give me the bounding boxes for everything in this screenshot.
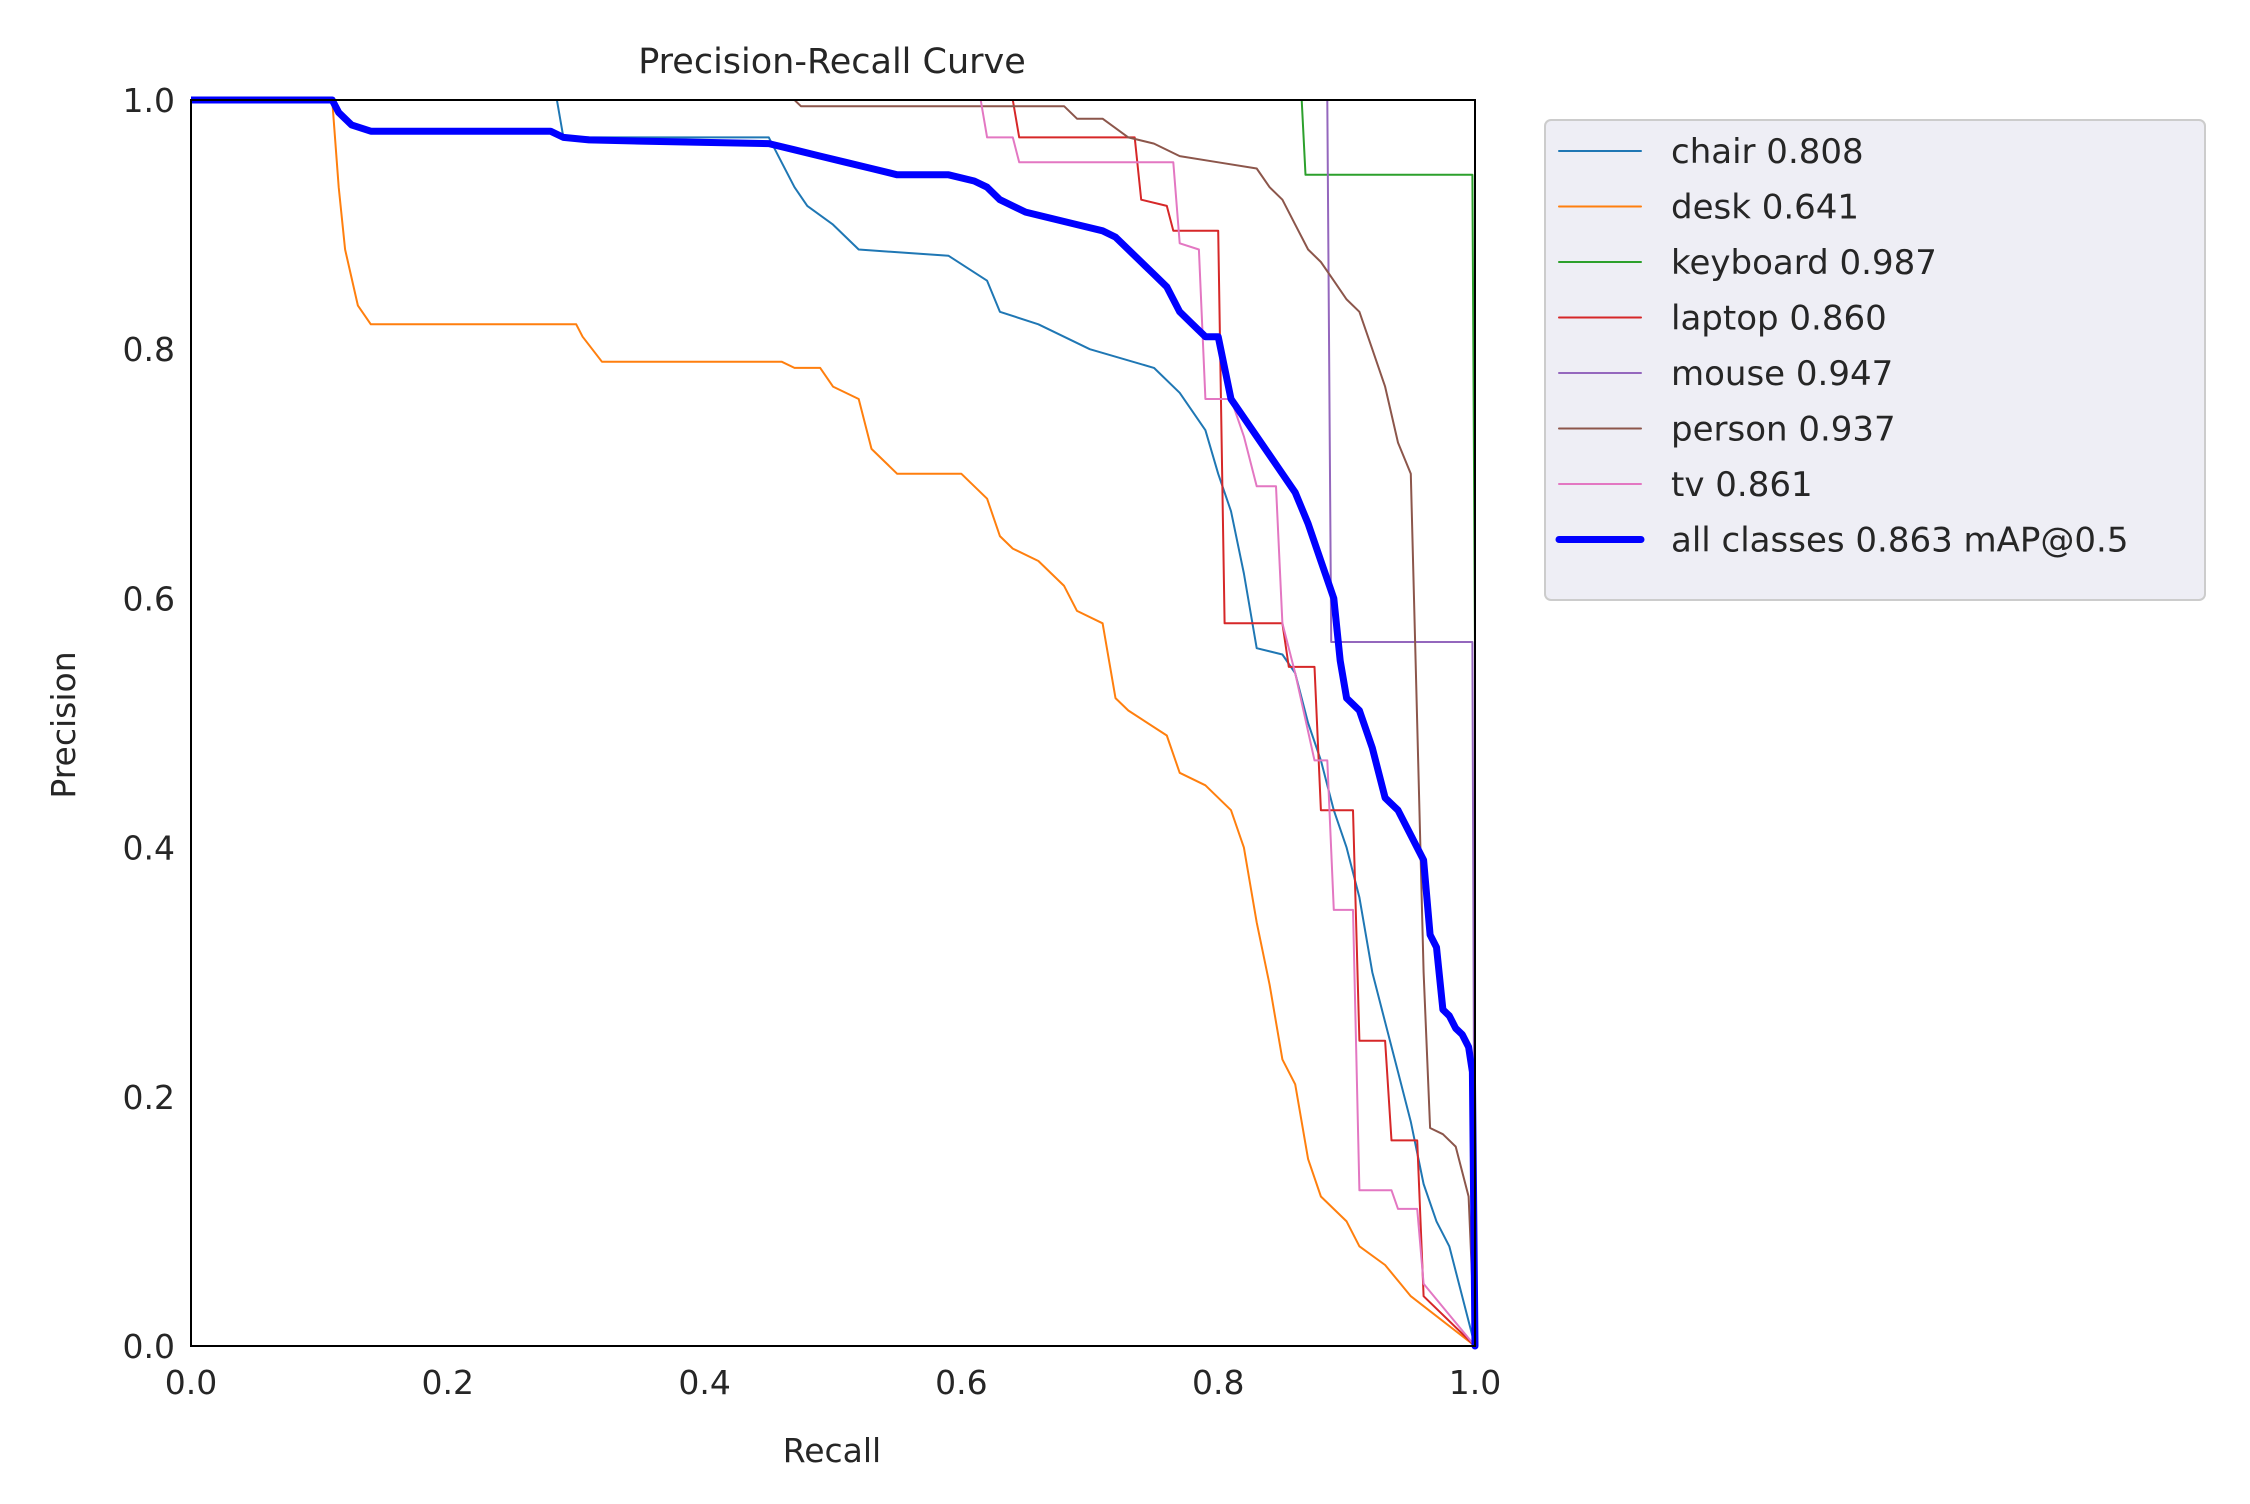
y-axis-label: Precision — [44, 651, 83, 798]
legend-label: chair 0.808 — [1671, 132, 1864, 172]
series-line-mouse — [191, 99, 1476, 1347]
series-lines — [191, 96, 1479, 1350]
plot-area — [191, 96, 1479, 1350]
series-line-chair — [191, 99, 1476, 1347]
series-line-desk — [191, 99, 1476, 1347]
y-tick-label: 0.0 — [123, 1327, 175, 1366]
y-tick-label: 0.2 — [123, 1078, 175, 1117]
legend-label: tv 0.861 — [1671, 465, 1813, 505]
series-line-laptop — [191, 99, 1476, 1347]
legend-label: mouse 0.947 — [1671, 354, 1893, 394]
legend: chair 0.808 desk 0.641 keyboard 0.987 lapto… — [1544, 119, 2206, 601]
x-tick-label: 0.2 — [422, 1363, 474, 1402]
x-axis-label: Recall — [783, 1431, 881, 1470]
legend-label: all classes 0.863 mAP@0.5 — [1671, 521, 2128, 561]
x-tick-label: 0.6 — [935, 1363, 987, 1402]
y-tick-label: 0.8 — [123, 330, 175, 369]
legend-label: desk 0.641 — [1671, 188, 1859, 228]
y-tick-label: 0.4 — [123, 829, 175, 868]
y-tick-label: 0.6 — [123, 579, 175, 618]
y-tick-label: 1.0 — [123, 81, 175, 120]
legend-box — [1544, 119, 2206, 601]
series-line-keyboard — [191, 99, 1476, 1347]
x-tick-label: 0.0 — [165, 1363, 217, 1402]
axes-frame — [190, 99, 1476, 1347]
series-line-tv — [191, 99, 1476, 1347]
legend-label: person 0.937 — [1671, 410, 1896, 450]
x-tick-label: 0.8 — [1192, 1363, 1244, 1402]
axes: 0.0 0.2 0.4 0.6 0.8 1.0 0.0 0.2 0.4 0.6 0.8 1.0 — [123, 81, 1502, 1402]
chart-title: Precision-Recall Curve — [638, 42, 1026, 82]
x-tick-label: 1.0 — [1449, 1363, 1501, 1402]
legend-label: keyboard 0.987 — [1671, 243, 1937, 283]
legend-label: laptop 0.860 — [1671, 299, 1887, 339]
series-line-all-classes — [191, 96, 1479, 1350]
x-tick-label: 0.4 — [678, 1363, 730, 1402]
series-line-person — [191, 99, 1476, 1347]
